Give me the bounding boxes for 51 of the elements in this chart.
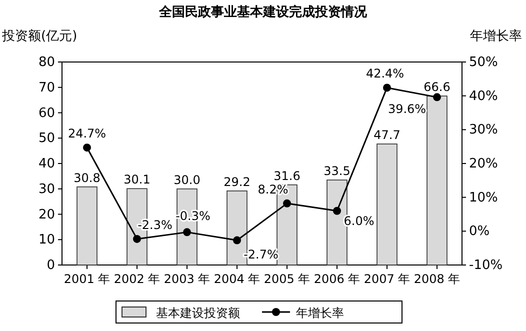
legend-label: 年增长率 (296, 306, 344, 320)
point (333, 206, 341, 215)
x-tick-label: 2004 年 (214, 272, 260, 286)
y2-axis-title: 年增长率 (470, 28, 522, 44)
y-axis-title: 投资额(亿元) (1, 29, 78, 44)
x-tick-label: 2001 年 (64, 272, 110, 286)
point (183, 228, 191, 236)
data-label: 29.2 (224, 174, 250, 189)
y-tick-label: 0 (46, 258, 55, 273)
y2-tick-label: -10% (469, 258, 503, 273)
point (433, 93, 441, 102)
y-tick-label: 30 (38, 182, 55, 197)
y2-tick-label: 10% (469, 190, 498, 206)
data-label: 31.6 (274, 168, 300, 183)
y-tick-label: 10 (38, 232, 55, 248)
y2-tick-label: 30% (469, 122, 498, 138)
bar (426, 96, 448, 266)
x-tick-label: 2003 年 (164, 272, 210, 286)
data-label: 42.4% (366, 66, 404, 81)
data-label: 47.7 (374, 128, 400, 142)
x-tick-label: 2005 年 (264, 272, 310, 286)
y2-tick-label: 40% (469, 88, 498, 104)
bar (376, 144, 398, 266)
y-tick-label: 50 (38, 131, 55, 146)
data-label: 33.5 (324, 164, 350, 178)
data-label: 39.6% (388, 102, 426, 116)
y-tick-label: 80 (38, 55, 55, 70)
point (283, 199, 291, 208)
data-label: 30.8 (74, 170, 100, 185)
x-tick-label: 2006 年 (314, 272, 360, 286)
y-tick-label: 40 (38, 156, 55, 172)
x-tick-label: 2002 年 (114, 272, 160, 286)
data-label: 30.0 (174, 172, 200, 187)
point (383, 84, 391, 92)
x-tick-label: 2007 年 (364, 272, 410, 286)
y2-tick-label: 50% (469, 55, 498, 70)
y-tick-label: 60 (38, 106, 55, 121)
bar (76, 186, 98, 266)
legend-label: 基本建设投资额 (156, 306, 240, 320)
point (133, 234, 141, 243)
x-tick-label: 2008 年 (414, 272, 460, 286)
chart-title: 全国民政事业基本建设完成投资情况 (158, 4, 368, 20)
y2-tick-label: 0% (469, 224, 490, 240)
y-tick-label: 70 (38, 80, 55, 96)
data-label: 24.7% (68, 126, 106, 141)
point (83, 144, 91, 152)
y2-tick-label: 20% (469, 156, 498, 172)
y-tick-label: 20 (38, 207, 55, 222)
data-label: 30.1 (124, 172, 150, 187)
data-label: 66.6 (424, 80, 450, 94)
point (233, 236, 241, 244)
